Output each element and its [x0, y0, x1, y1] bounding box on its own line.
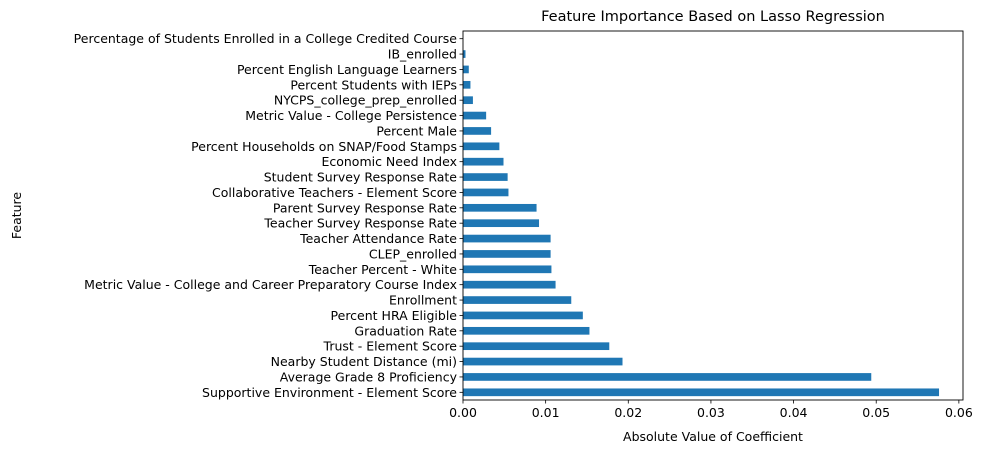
y-tick-label: Percentage of Students Enrolled in a Col…: [74, 31, 458, 46]
y-tick-label: Percent HRA Eligible: [331, 308, 458, 323]
bar: [463, 173, 508, 181]
bar: [463, 50, 466, 58]
y-tick-label: Enrollment: [389, 293, 457, 308]
x-tick-labels: 0.00 0.01 0.02 0.03 0.04 0.05 0.06: [449, 405, 973, 420]
x-axis-label: Absolute Value of Coefficient: [623, 429, 803, 444]
y-tick-label: Economic Need Index: [321, 154, 457, 169]
plot-frame: [462, 30, 964, 401]
y-tick-label: Percent English Language Learners: [237, 62, 457, 77]
y-tick-marks: [459, 38, 463, 393]
y-tick-label: Supportive Environment - Element Score: [202, 385, 457, 400]
y-tick-label: NYCPS_college_prep_enrolled: [274, 93, 457, 108]
x-tick-label: 0.05: [862, 405, 890, 420]
bar: [463, 80, 471, 89]
y-tick-label: Nearby Student Distance (mi): [271, 354, 457, 369]
bar: [463, 65, 469, 74]
y-tick-label: Teacher Percent - White: [308, 262, 458, 277]
y-tick-labels: Supportive Environment - Element ScoreAv…: [74, 31, 458, 400]
y-tick-label: Percent Students with IEPs: [290, 77, 457, 92]
bar: [463, 373, 872, 381]
x-tick-label: 0.02: [614, 405, 642, 420]
bar: [463, 311, 583, 320]
x-tick-marks: [462, 400, 960, 404]
bar: [463, 265, 552, 274]
y-tick-label: Student Survey Response Rate: [264, 170, 458, 185]
bar: [463, 357, 623, 366]
y-tick-label: Teacher Attendance Rate: [299, 231, 457, 246]
bar: [463, 388, 940, 397]
y-tick-label: Teacher Survey Response Rate: [263, 216, 457, 231]
y-tick-label: Collaborative Teachers - Element Score: [212, 185, 457, 200]
bar: [463, 142, 500, 151]
bar: [463, 188, 509, 197]
x-tick-label: 0.06: [945, 405, 973, 420]
bar: [463, 250, 551, 258]
y-tick-label: Percent Male: [376, 123, 457, 138]
bar: [463, 280, 556, 289]
bar: [463, 157, 504, 166]
y-tick-label: Percent Households on SNAP/Food Stamps: [191, 139, 457, 154]
y-tick-label: Metric Value - College and Career Prepar…: [84, 277, 457, 292]
x-tick-label: 0.04: [780, 405, 808, 420]
y-axis-label: Feature: [9, 192, 24, 240]
bar: [463, 219, 540, 228]
bar: [463, 326, 590, 335]
x-tick-label: 0.00: [449, 405, 477, 420]
y-tick-label: Trust - Element Score: [323, 339, 458, 354]
y-tick-label: Average Grade 8 Proficiency: [280, 369, 458, 384]
bar: [463, 296, 572, 304]
bar: [463, 342, 610, 351]
y-tick-label: Parent Survey Response Rate: [273, 200, 457, 215]
y-tick-label: IB_enrolled: [388, 47, 457, 62]
x-tick-label: 0.01: [532, 405, 560, 420]
x-tick-label: 0.03: [697, 405, 725, 420]
y-tick-label: CLEP_enrolled: [369, 246, 457, 261]
chart-title: Feature Importance Based on Lasso Regres…: [541, 9, 885, 25]
bar-group: [463, 50, 940, 397]
bar: [463, 111, 487, 120]
y-tick-label: Graduation Rate: [354, 323, 457, 338]
bar: [463, 203, 537, 212]
bar: [463, 127, 492, 135]
bar: [463, 234, 551, 243]
bar: [463, 96, 473, 105]
y-tick-label: Metric Value - College Persistence: [245, 108, 457, 123]
